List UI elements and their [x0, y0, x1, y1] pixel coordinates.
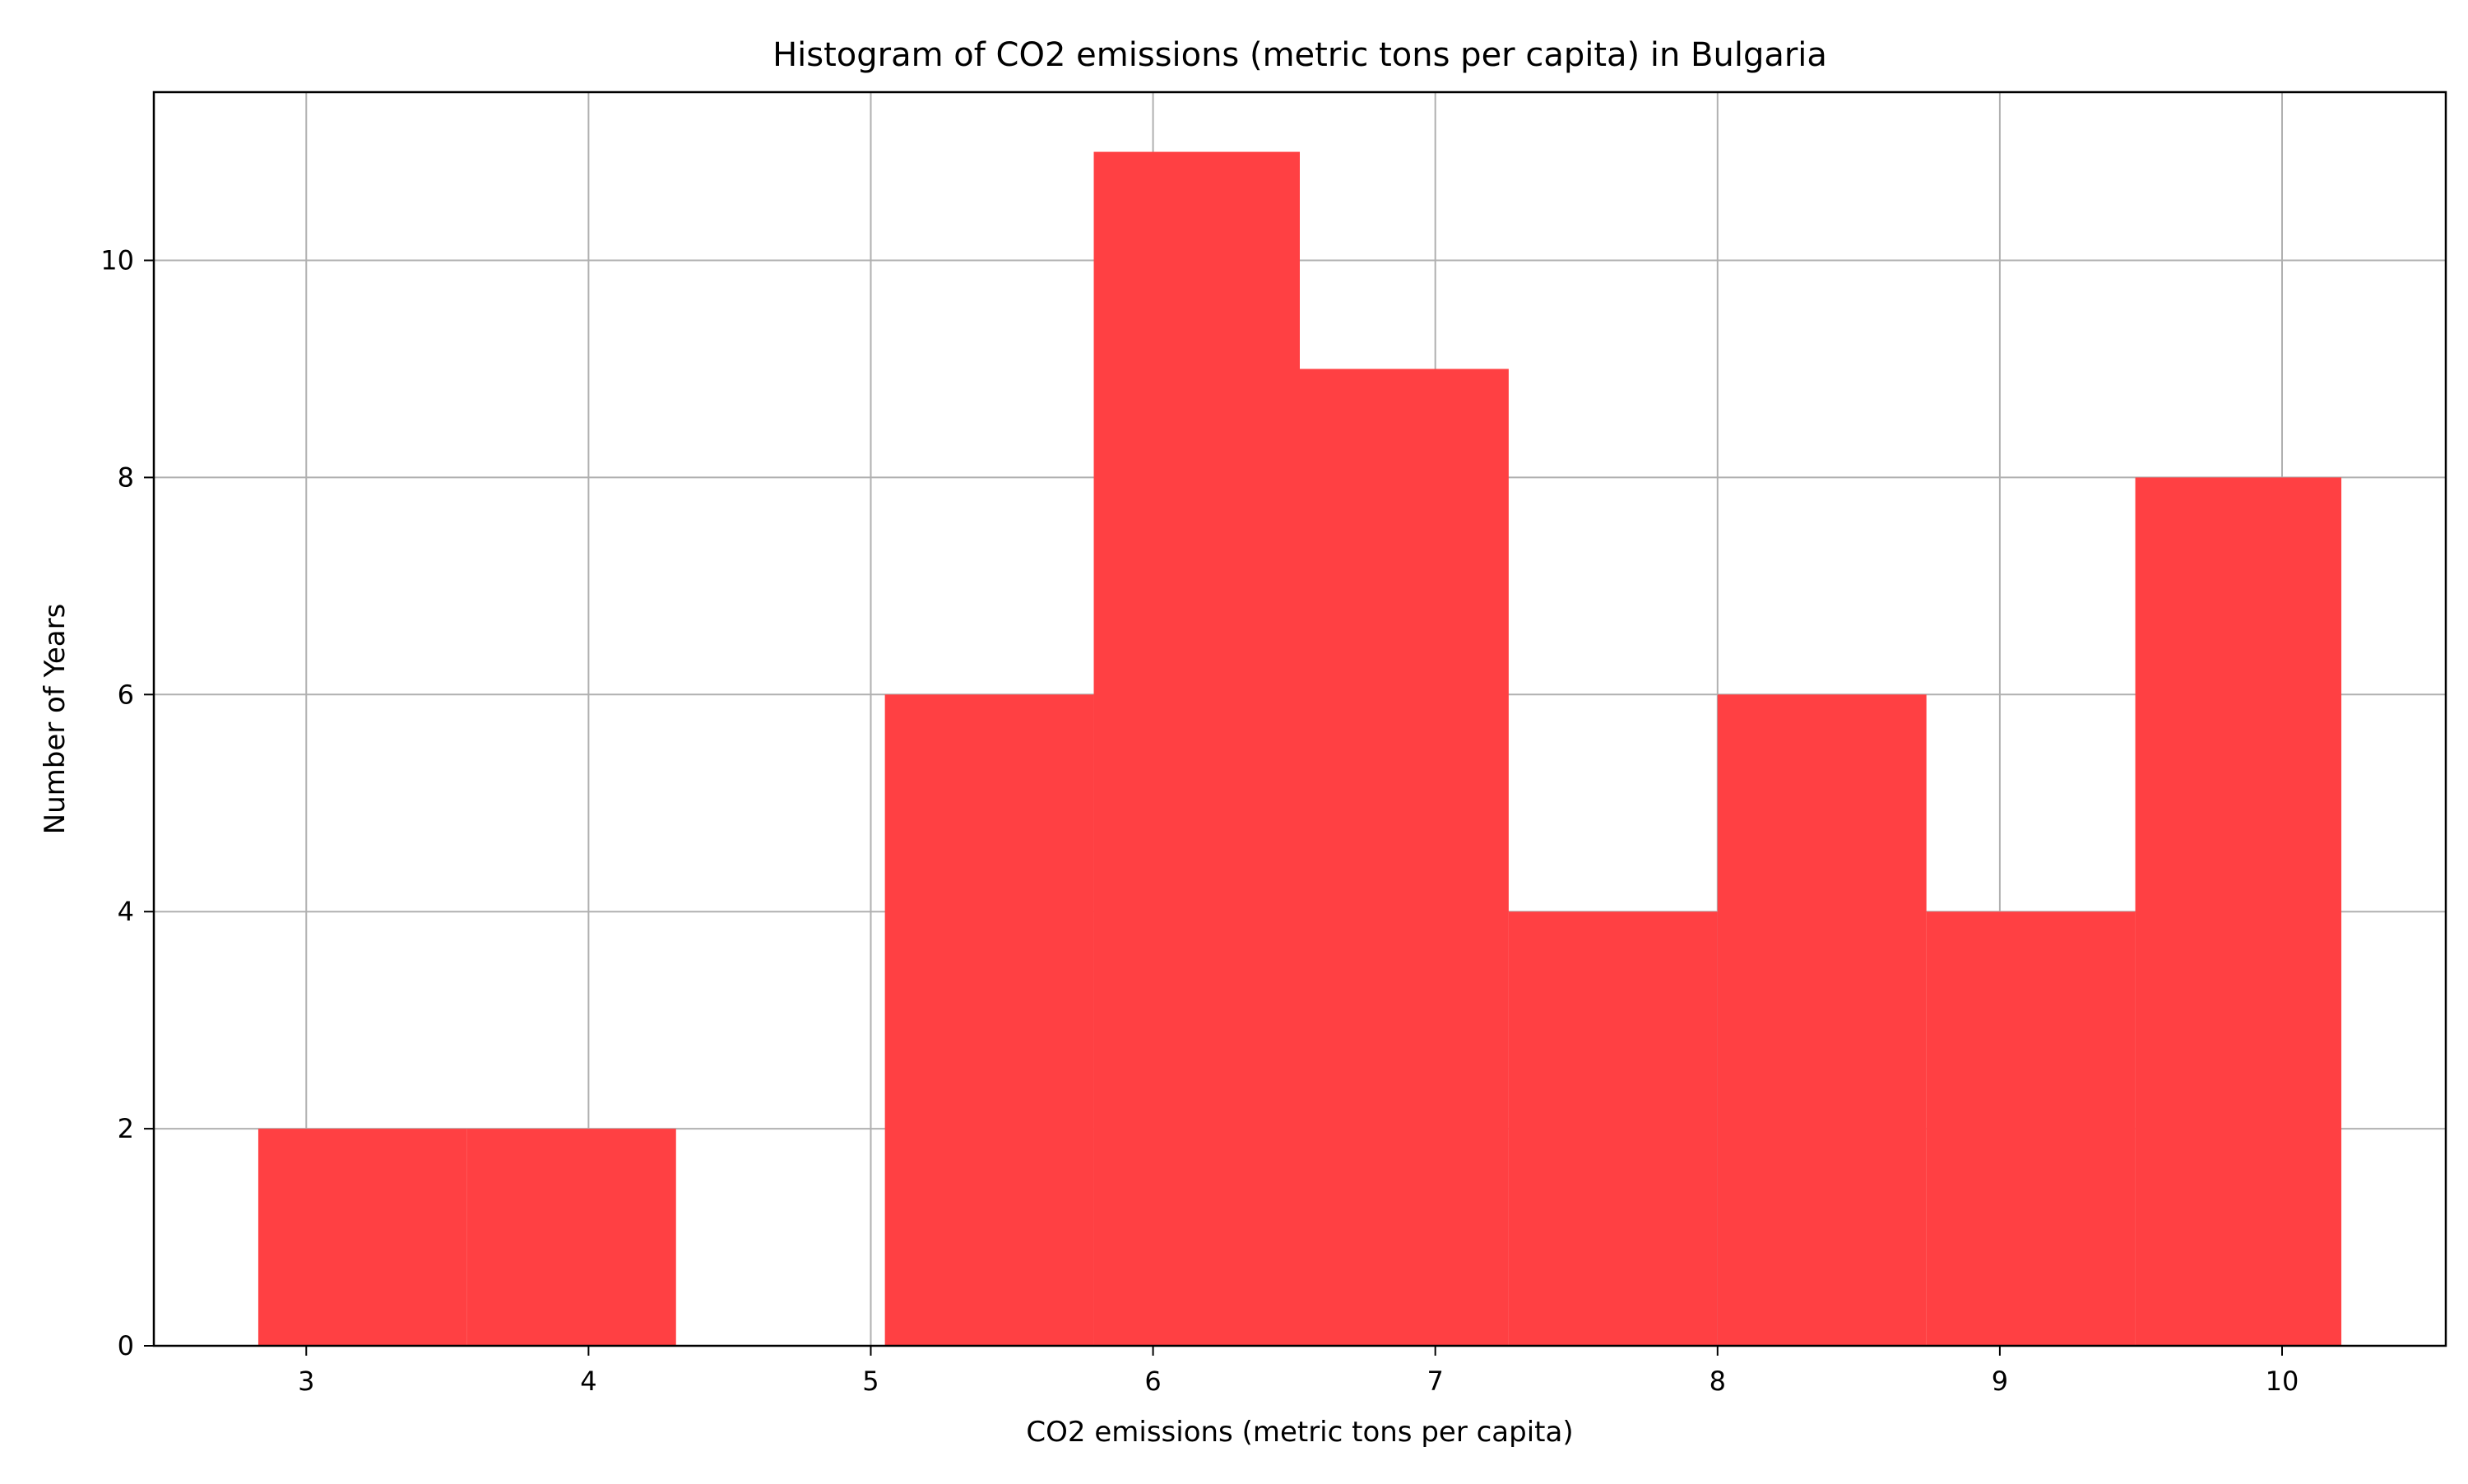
histogram-bar [1093, 151, 1300, 1347]
histogram-bar [1926, 911, 2136, 1346]
plot-frame [152, 90, 2447, 1347]
x-tick-label: 4 [580, 1366, 596, 1397]
histogram-bars [257, 151, 2342, 1347]
histogram-bar [257, 1129, 467, 1346]
x-tick-label: 3 [298, 1366, 314, 1397]
y-tick-label: 10 [100, 245, 134, 276]
x-tick-label: 10 [2266, 1366, 2299, 1397]
histogram-bar [1508, 911, 1718, 1346]
axis-ticks: 3 4 5 6 7 8 9 10 0 2 4 6 8 10 [100, 245, 2299, 1397]
y-tick-label: 0 [118, 1330, 134, 1361]
x-tick-label: 9 [1992, 1366, 2008, 1397]
histogram-bar [466, 1129, 676, 1346]
histogram-bar [884, 694, 1094, 1346]
histogram-bar [2135, 477, 2342, 1347]
histogram-bar [1717, 694, 1927, 1346]
x-tick-label: 7 [1427, 1366, 1444, 1397]
x-tick-label: 5 [862, 1366, 879, 1397]
x-tick-label: 8 [1710, 1366, 1726, 1397]
x-tick-label: 6 [1144, 1366, 1161, 1397]
y-axis-label: Number of Years [39, 604, 72, 835]
x-axis-label: CO2 emissions (metric tons per capita) [1026, 1416, 1573, 1449]
chart-title: Histogram of CO2 emissions (metric tons … [772, 36, 1827, 74]
y-tick-label: 4 [118, 896, 134, 927]
y-tick-label: 2 [118, 1113, 134, 1144]
histogram-bar [1300, 369, 1509, 1346]
y-tick-label: 6 [118, 679, 134, 710]
y-tick-label: 8 [118, 461, 134, 493]
